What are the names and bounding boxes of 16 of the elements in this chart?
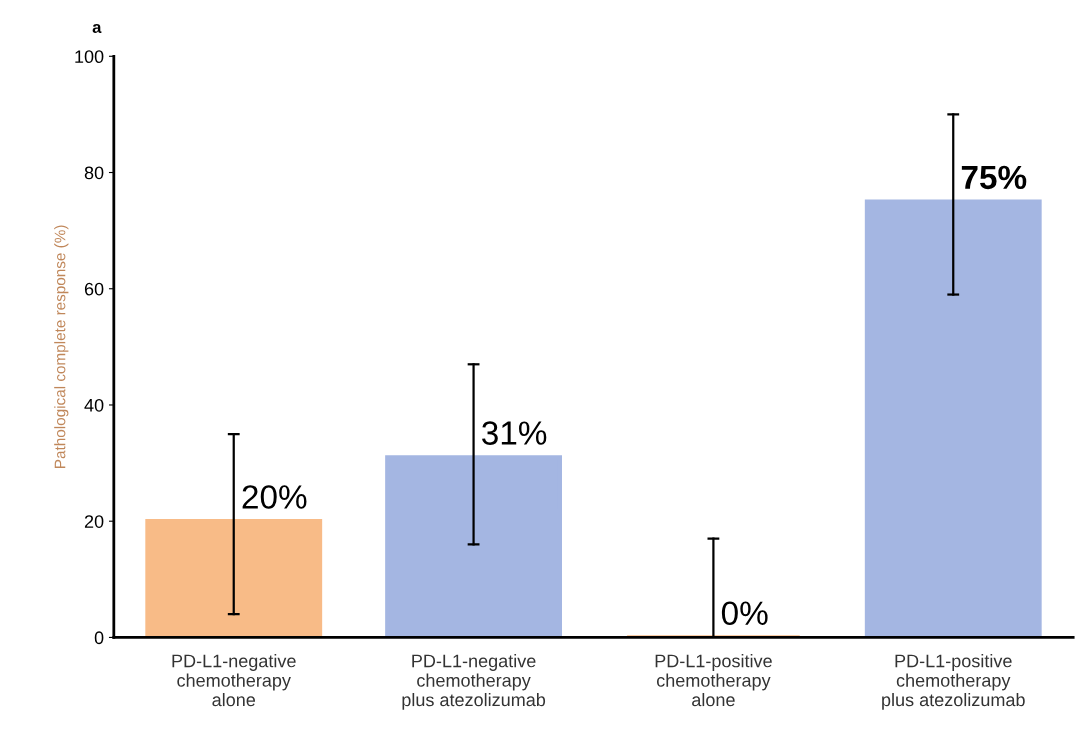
- y-tick-label: 40: [84, 398, 104, 412]
- y-tick-label: 0: [94, 631, 104, 645]
- x-tick-label: PD-L1-negative chemotherapy plus atezolizumab: [402, 654, 546, 710]
- y-tick-label: 20: [84, 515, 104, 528]
- chart-title: a: [92, 23, 102, 34]
- y-tick-label: 60: [84, 282, 104, 296]
- y-axis-title: Pathological complete response (%): [54, 225, 69, 468]
- data-label: 0%: [721, 601, 768, 626]
- data-label: 75%: [961, 165, 1027, 190]
- y-tick-label: 100: [75, 50, 104, 64]
- data-label: 20%: [242, 485, 307, 509]
- data-label: 31%: [482, 421, 547, 445]
- x-tick-label: PD-L1-positive chemotherapy alone: [655, 654, 772, 707]
- x-tick-label: PD-L1-positive chemotherapy plus atezolizumab: [882, 654, 1025, 710]
- x-tick-label: PD-L1-negative chemotherapy alone: [172, 654, 296, 707]
- y-tick-label: 80: [84, 166, 104, 180]
